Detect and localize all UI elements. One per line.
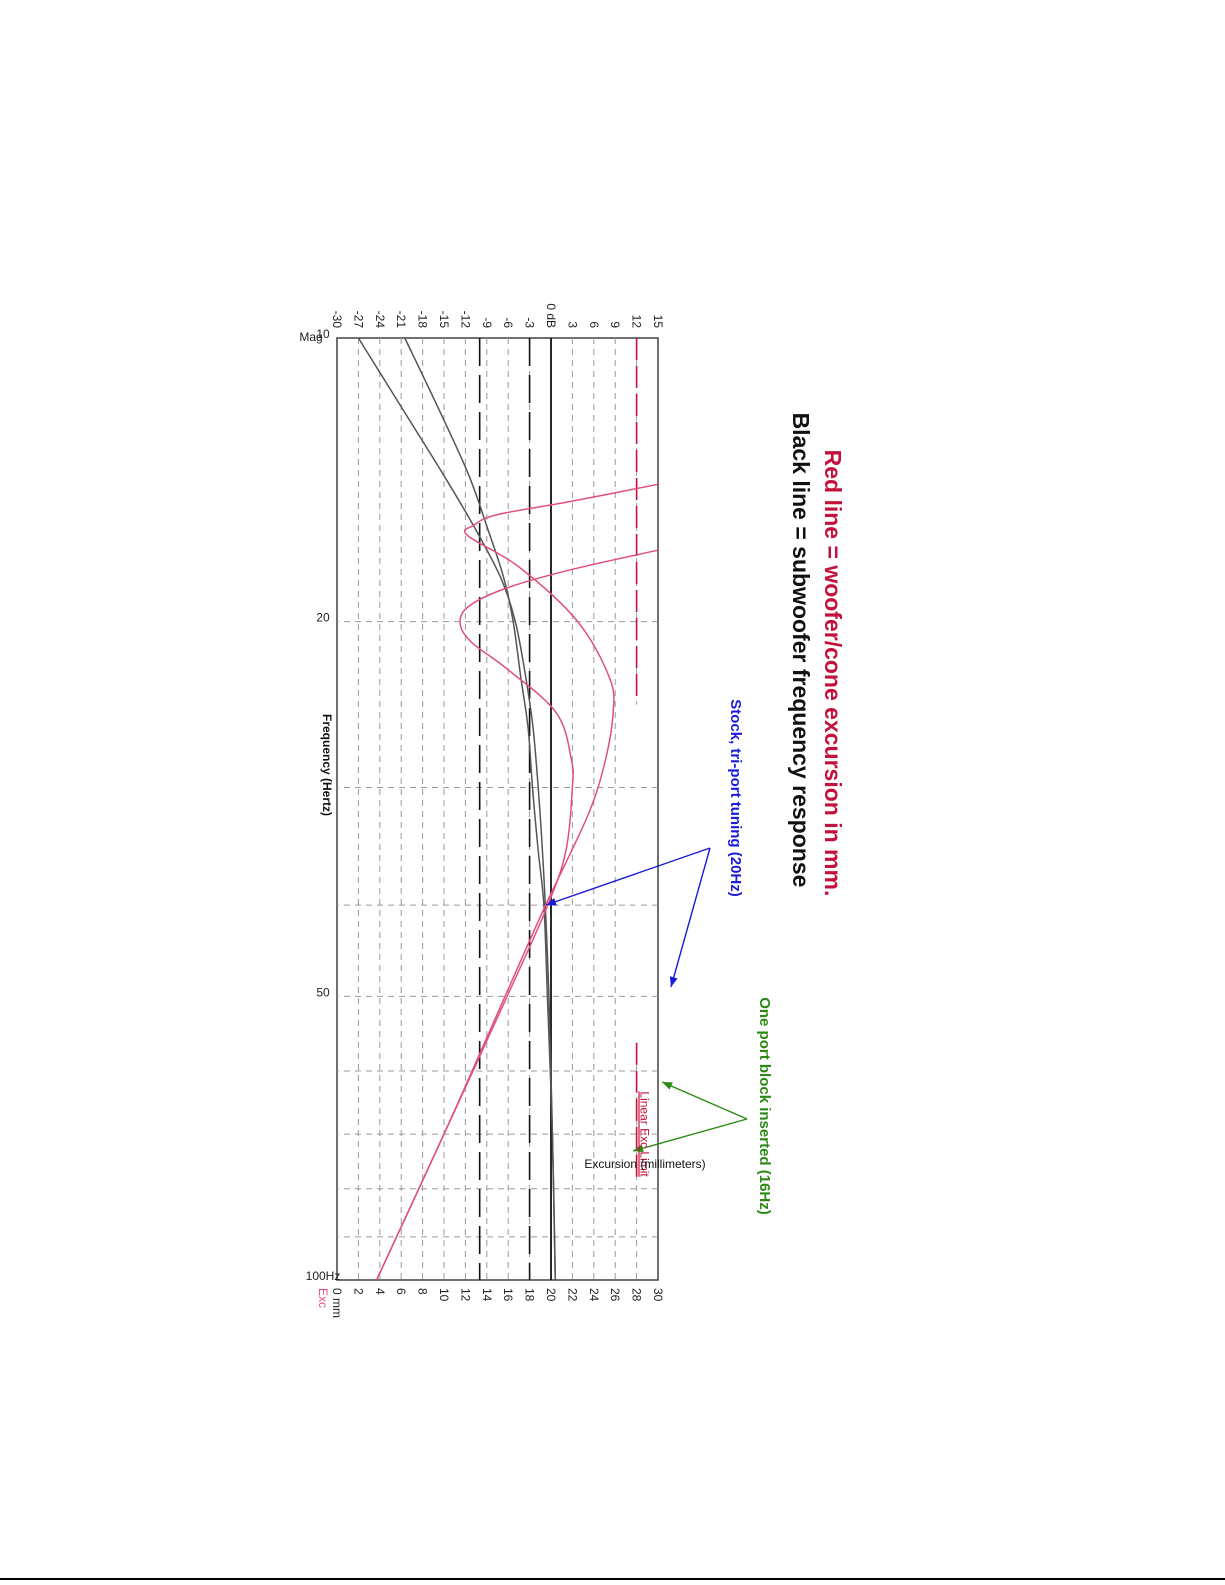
mag-tick-label: -15 bbox=[437, 311, 451, 329]
reference-lines bbox=[478, 338, 639, 1280]
mag-tick-label: -30 bbox=[330, 311, 344, 329]
limit-line-label: Linear Exc Limit bbox=[638, 1091, 652, 1177]
port-block-arrow bbox=[661, 1081, 748, 1120]
grid-layer bbox=[336, 337, 659, 1281]
freq-tick-label: 50 bbox=[316, 985, 330, 999]
stock-tuning-arrow-head bbox=[669, 976, 678, 987]
port-block-arrow bbox=[632, 1118, 748, 1152]
excursion-curve-2 bbox=[375, 483, 659, 1281]
frequency-axis-label: Frequency (Hertz) bbox=[320, 714, 334, 816]
mag-tick-label: -18 bbox=[416, 311, 430, 329]
stock-tuning-arrow bbox=[670, 847, 711, 988]
mag-unit-label: Mag bbox=[299, 330, 322, 344]
stock-tuning-arrow-head bbox=[546, 897, 557, 906]
stock-tuning-label: Stock, tri-port tuning (20Hz) bbox=[727, 699, 744, 897]
exc-tick-label: 22 bbox=[565, 1288, 579, 1302]
exc-tick-label: 0 mm bbox=[330, 1288, 344, 1318]
page-bottom-rule bbox=[0, 1578, 1225, 1580]
port-block-arrow-head bbox=[662, 1082, 673, 1090]
port-block-label: One port block inserted (16Hz) bbox=[756, 997, 773, 1215]
mag-tick-label: -6 bbox=[501, 317, 515, 328]
exc-tick-label: 18 bbox=[523, 1288, 537, 1302]
exc-tick-label: 12 bbox=[458, 1288, 472, 1302]
exc-tick-label: 30 bbox=[651, 1288, 665, 1302]
plot-frame bbox=[336, 337, 659, 1281]
exc-tick-label: 14 bbox=[480, 1288, 494, 1302]
exc-tick-label: 24 bbox=[587, 1288, 601, 1302]
curves-layer bbox=[357, 337, 748, 1281]
exc-tick-label: 10 bbox=[437, 1288, 451, 1302]
exc-tick-label: 4 bbox=[373, 1288, 387, 1295]
stock-tuning-arrow bbox=[545, 847, 711, 906]
mag-tick-label: 0 dB bbox=[544, 303, 558, 328]
mag-tick-label: -27 bbox=[351, 311, 365, 329]
freq-tick-label: 20 bbox=[316, 611, 330, 625]
mag-tick-label: -9 bbox=[480, 317, 494, 328]
mag-tick-label: 12 bbox=[630, 315, 644, 329]
legend-black-line: Black line = subwoofer frequency respons… bbox=[788, 413, 814, 888]
exc-tick-label: 28 bbox=[630, 1288, 644, 1302]
freq-tick-label: 10 bbox=[316, 327, 330, 341]
exc-unit-label: Exc bbox=[316, 1288, 330, 1308]
excursion-axis-label: Excursion (millimeters) bbox=[584, 1157, 705, 1171]
mag-tick-label: 3 bbox=[565, 321, 579, 328]
mag-tick-label: 6 bbox=[587, 321, 601, 328]
response-curve-1 bbox=[404, 337, 557, 1281]
exc-tick-label: 6 bbox=[394, 1288, 408, 1295]
mag-tick-label: -24 bbox=[373, 311, 387, 329]
mag-tick-label: 15 bbox=[651, 315, 665, 329]
mag-tick-label: -21 bbox=[394, 311, 408, 329]
exc-tick-label: 2 bbox=[351, 1288, 365, 1295]
excursion-curve-3 bbox=[375, 549, 659, 1281]
freq-tick-label: 100Hz bbox=[306, 1269, 341, 1283]
response-curve-0 bbox=[357, 337, 557, 1281]
port-block-arrow-head bbox=[633, 1144, 644, 1153]
mag-tick-label: 9 bbox=[608, 321, 622, 328]
exc-tick-label: 26 bbox=[608, 1288, 622, 1302]
legend-red-line: Red line = woofer/cone excursion in mm. bbox=[820, 450, 846, 897]
mag-tick-label: -3 bbox=[523, 317, 537, 328]
exc-tick-label: 20 bbox=[544, 1288, 558, 1302]
exc-tick-label: 8 bbox=[416, 1288, 430, 1295]
mag-tick-label: -12 bbox=[458, 311, 472, 329]
exc-tick-label: 16 bbox=[501, 1288, 515, 1302]
